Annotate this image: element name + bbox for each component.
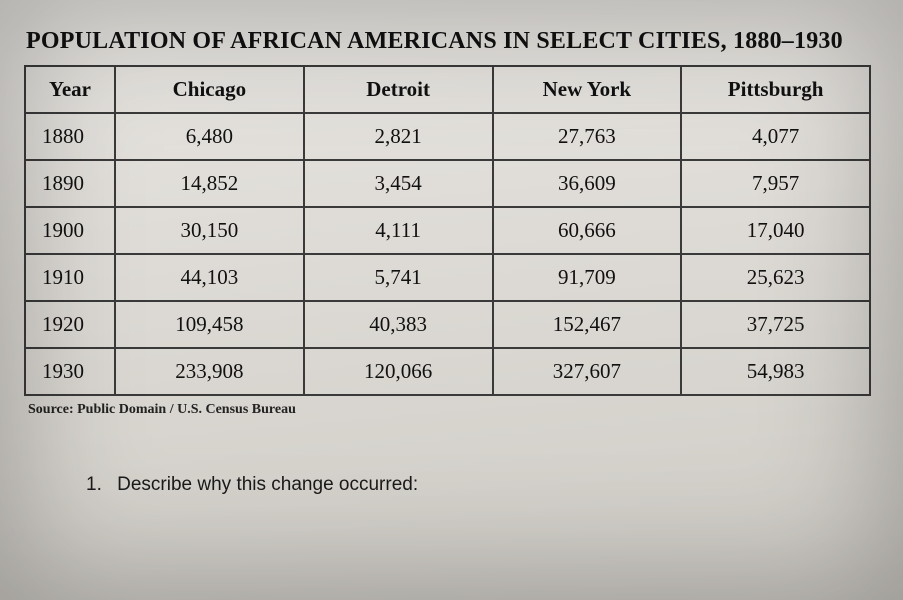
population-table: Year Chicago Detroit New York Pittsburgh… (24, 65, 871, 396)
cell-value: 44,103 (115, 254, 304, 301)
cell-value: 233,908 (115, 348, 304, 395)
cell-value: 152,467 (493, 301, 682, 348)
cell-value: 40,383 (304, 301, 493, 348)
col-header-pittsburgh: Pittsburgh (681, 66, 870, 113)
cell-value: 2,821 (304, 113, 493, 160)
cell-value: 60,666 (493, 207, 682, 254)
question-number: 1. (86, 474, 102, 495)
cell-year: 1920 (25, 301, 115, 348)
cell-value: 5,741 (304, 254, 493, 301)
col-header-detroit: Detroit (304, 66, 493, 113)
cell-value: 14,852 (115, 160, 304, 207)
source-line: Source: Public Domain / U.S. Census Bure… (28, 402, 871, 418)
table-row: 1900 30,150 4,111 60,666 17,040 (25, 207, 870, 254)
cell-value: 7,957 (681, 160, 870, 207)
cell-value: 17,040 (681, 207, 870, 254)
col-header-year: Year (25, 66, 115, 113)
cell-value: 109,458 (115, 301, 304, 348)
cell-year: 1900 (25, 207, 115, 254)
col-header-chicago: Chicago (115, 66, 304, 113)
cell-value: 37,725 (681, 301, 870, 348)
table-row: 1890 14,852 3,454 36,609 7,957 (25, 160, 870, 207)
page-title: POPULATION OF AFRICAN AMERICANS IN SELEC… (26, 28, 871, 55)
cell-value: 4,111 (304, 207, 493, 254)
cell-value: 120,066 (304, 348, 493, 395)
col-header-newyork: New York (493, 66, 682, 113)
cell-year: 1910 (25, 254, 115, 301)
cell-value: 327,607 (493, 348, 682, 395)
cell-value: 25,623 (681, 254, 870, 301)
cell-year: 1890 (25, 160, 115, 207)
cell-value: 4,077 (681, 113, 870, 160)
question-text: Describe why this change occurred: (117, 474, 418, 495)
cell-value: 54,983 (681, 348, 870, 395)
cell-value: 6,480 (115, 113, 304, 160)
cell-year: 1880 (25, 113, 115, 160)
cell-value: 3,454 (304, 160, 493, 207)
table-row: 1920 109,458 40,383 152,467 37,725 (25, 301, 870, 348)
table-row: 1880 6,480 2,821 27,763 4,077 (25, 113, 870, 160)
table-header-row: Year Chicago Detroit New York Pittsburgh (25, 66, 870, 113)
question-line: 1. Describe why this change occurred: (86, 474, 871, 496)
cell-value: 27,763 (493, 113, 682, 160)
table-row: 1910 44,103 5,741 91,709 25,623 (25, 254, 870, 301)
cell-value: 36,609 (493, 160, 682, 207)
cell-value: 91,709 (493, 254, 682, 301)
table-row: 1930 233,908 120,066 327,607 54,983 (25, 348, 870, 395)
cell-value: 30,150 (115, 207, 304, 254)
cell-year: 1930 (25, 348, 115, 395)
